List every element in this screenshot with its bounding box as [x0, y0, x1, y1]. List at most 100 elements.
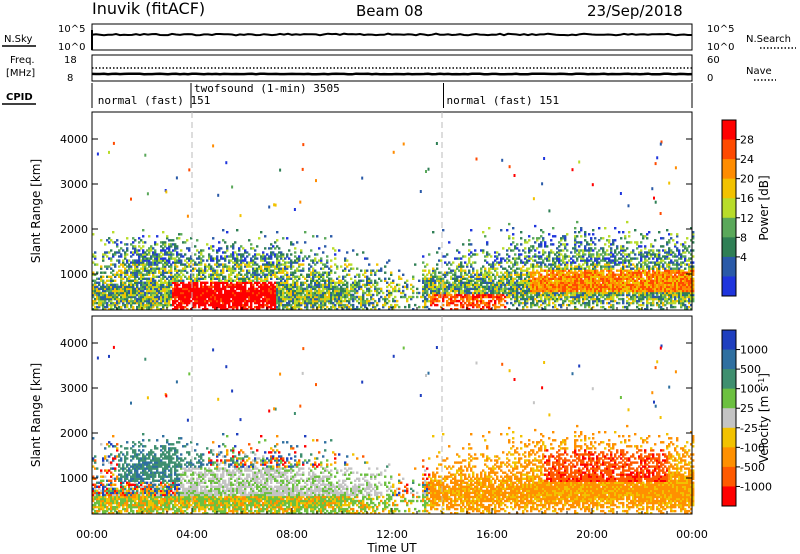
power-cell — [284, 263, 287, 266]
power-cell — [364, 285, 367, 289]
power-cell — [110, 303, 113, 307]
power-cell — [352, 295, 355, 299]
power-cell — [152, 283, 155, 287]
power-cell — [146, 283, 149, 287]
power-cell — [360, 299, 363, 303]
power-cell — [214, 293, 217, 297]
power-cell — [492, 295, 495, 299]
power-cell — [204, 275, 207, 278]
power-cell — [528, 275, 531, 278]
power-cell — [148, 279, 151, 282]
power-cell — [200, 295, 203, 299]
power-cell — [324, 297, 327, 301]
power-cell — [514, 283, 517, 287]
power-cell — [134, 273, 137, 276]
power-cell — [282, 285, 285, 289]
power-cell — [92, 303, 95, 307]
power-cell — [556, 267, 559, 270]
power-cell — [142, 293, 145, 297]
power-cell — [122, 287, 125, 291]
power-cell — [468, 289, 471, 293]
power-cell — [244, 293, 247, 297]
power-cell — [220, 257, 223, 260]
power-cell — [164, 269, 167, 272]
power-cell — [118, 305, 121, 309]
power-cell — [198, 295, 201, 299]
search-tick-low: 10^0 — [707, 42, 734, 53]
power-cell — [446, 273, 449, 276]
power-cell — [552, 273, 555, 276]
power-cell — [434, 293, 437, 297]
power-cell — [338, 293, 341, 297]
power-cell — [182, 289, 185, 293]
power-cell — [548, 257, 551, 260]
power-cell — [270, 295, 273, 299]
power-cell — [118, 251, 121, 254]
power-cell — [150, 299, 153, 303]
power-cell — [136, 291, 139, 295]
power-cell — [140, 247, 143, 250]
power-cell — [574, 275, 577, 278]
power-cell — [256, 275, 259, 278]
power-cell — [432, 285, 435, 289]
power-cell — [426, 287, 429, 291]
power-cell — [202, 289, 205, 293]
power-cell — [474, 273, 477, 276]
power-cell — [562, 293, 565, 297]
power-cell — [278, 285, 281, 289]
power-cell — [272, 273, 275, 276]
power-cell — [230, 283, 233, 287]
power-cell — [314, 259, 317, 262]
power-cell — [556, 283, 559, 287]
power-cell — [142, 251, 145, 254]
power-cell — [212, 305, 215, 309]
power-cell — [194, 281, 197, 284]
power-cell — [604, 281, 607, 284]
power-cell — [476, 289, 479, 293]
power-cell — [322, 305, 325, 309]
power-cell — [488, 269, 491, 272]
power-cell — [148, 249, 151, 252]
power-cell — [104, 253, 107, 256]
power-cell — [584, 301, 587, 305]
power-cell — [422, 279, 425, 282]
power-cell — [150, 277, 153, 280]
power-cell — [532, 291, 535, 295]
power-cell — [566, 295, 569, 299]
power-cell — [268, 255, 271, 258]
power-cell — [220, 255, 223, 258]
power-cell — [104, 281, 107, 284]
power-cell — [538, 255, 541, 258]
power-cell — [544, 305, 547, 309]
power-cell — [390, 273, 393, 276]
power-cell — [384, 277, 387, 280]
power-cell — [566, 275, 569, 278]
power-cell — [560, 305, 563, 309]
power-cell — [522, 249, 525, 252]
power-cell — [298, 287, 301, 291]
power-cell — [568, 259, 571, 262]
power-cell — [110, 308, 113, 311]
power-cell — [158, 303, 161, 307]
power-cell — [212, 303, 215, 307]
power-cell — [208, 265, 211, 268]
power-cell — [326, 291, 329, 295]
power-cell — [106, 279, 109, 282]
power-cell — [256, 257, 259, 260]
power-cell — [126, 237, 129, 240]
power-cell — [510, 297, 513, 301]
power-cell — [150, 301, 153, 305]
power-cell — [310, 301, 313, 305]
power-cell — [560, 273, 563, 276]
power-cell — [328, 289, 331, 293]
power-cell — [526, 281, 529, 284]
power-cell — [474, 285, 477, 289]
power-cell — [218, 283, 221, 287]
power-cell — [150, 305, 153, 309]
power-cell — [198, 297, 201, 301]
power-cell — [478, 293, 481, 297]
power-cell — [426, 281, 429, 284]
power-cell — [528, 295, 531, 299]
power-cell — [516, 279, 519, 282]
power-cell — [194, 277, 197, 280]
